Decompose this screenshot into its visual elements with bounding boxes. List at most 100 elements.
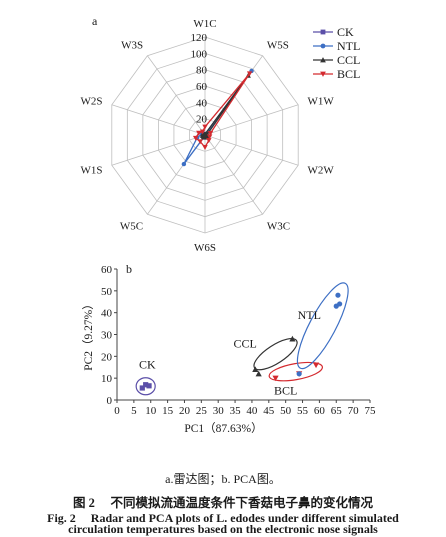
legend-marker-ck bbox=[320, 29, 326, 35]
radar-radial-tick: 20 bbox=[196, 114, 208, 126]
legend-marker-ccl bbox=[320, 57, 326, 63]
pca-label-ccl: CCL bbox=[234, 337, 257, 351]
y-tick-label: 60 bbox=[101, 264, 113, 276]
x-tick-label: 50 bbox=[280, 405, 292, 417]
radar-spoke bbox=[204, 134, 263, 215]
radar-spoke bbox=[204, 104, 299, 136]
caption-english-line2: circulation temperatures based on the el… bbox=[68, 522, 378, 536]
cluster-ellipse-ntl bbox=[296, 282, 349, 370]
pca-series-ccl bbox=[252, 335, 296, 377]
x-tick-label: 10 bbox=[145, 405, 157, 417]
legend-marker-bcl bbox=[320, 71, 326, 77]
x-tick-label: 35 bbox=[230, 405, 242, 417]
x-tick-label: 40 bbox=[246, 405, 258, 417]
x-tick-label: 30 bbox=[213, 405, 225, 417]
pca-series-bcl bbox=[272, 362, 320, 382]
pca-point-ntl bbox=[337, 301, 343, 307]
radar-point-bcl bbox=[199, 129, 206, 135]
radar-point-bcl bbox=[197, 139, 203, 145]
radar-point-ntl bbox=[181, 161, 187, 167]
x-tick-label: 15 bbox=[162, 405, 174, 417]
pca-axes: 0 5 10 15 20 25 30 35 40 45 50 55 60 65 70 750102030405… bbox=[82, 264, 376, 435]
legend-label-ck: CK bbox=[337, 25, 354, 39]
x-tick-label: 55 bbox=[297, 405, 309, 417]
pca-point-ccl bbox=[252, 366, 259, 373]
caption-chinese: 图 2 不同模拟流通温度条件下香菇电子鼻的变化情况 bbox=[72, 496, 373, 510]
pca-series-ck bbox=[139, 382, 152, 391]
radar-spoke bbox=[111, 134, 206, 166]
pca-point-ck bbox=[146, 383, 152, 389]
radar-axis-label: W2S bbox=[80, 95, 102, 107]
radar-axis-label: W3S bbox=[121, 39, 143, 51]
pca-cluster-labels: CK CCL BCL NTL bbox=[139, 308, 321, 397]
x-tick-label: 75 bbox=[365, 405, 377, 417]
radar-point-bcl bbox=[206, 138, 212, 143]
pca-point-ck bbox=[139, 385, 145, 391]
radar-radial-tick: 100 bbox=[191, 48, 208, 60]
radar-point-bcl bbox=[196, 130, 202, 136]
pca-point-ntl bbox=[296, 371, 302, 377]
radar-axis-label: W2W bbox=[308, 165, 335, 177]
x-tick-label: 60 bbox=[314, 405, 326, 417]
radar-axis-label: W6S bbox=[194, 242, 216, 254]
legend-marker-ntl bbox=[320, 43, 326, 49]
pca-point-ck bbox=[143, 382, 149, 388]
radar-point-bcl bbox=[202, 145, 208, 150]
radar-point-bcl bbox=[207, 131, 214, 136]
radar-axis-label: W5C bbox=[120, 221, 143, 233]
pca-point-ccl bbox=[289, 335, 296, 342]
x-tick-label: 0 bbox=[114, 405, 120, 417]
radar-radial-tick: 40 bbox=[196, 97, 208, 109]
cluster-ellipse-ck bbox=[135, 377, 156, 396]
radar-point-bcl bbox=[192, 135, 199, 141]
pca-point-ccl bbox=[255, 370, 262, 377]
y-tick-label: 10 bbox=[101, 373, 113, 385]
y-tick-label: 20 bbox=[101, 351, 113, 363]
radar-series-ccl bbox=[199, 72, 251, 140]
legend-label-ccl: CCL bbox=[337, 53, 360, 67]
cluster-ellipse-bcl bbox=[268, 361, 324, 382]
pca-point-ntl bbox=[335, 292, 341, 298]
radar-series-bcl bbox=[192, 71, 253, 150]
radar-axis-labels: W1C W5S W1W W2W W3C W6S W5C W1S W2S W3S bbox=[80, 18, 334, 254]
caption-subtitle: a.雷达图；b. PCA图。 bbox=[165, 472, 281, 486]
legend-label-bcl: BCL bbox=[337, 67, 360, 81]
radar-axis-label: W1W bbox=[308, 95, 335, 107]
y-axis-title: PC2（9.27%） bbox=[82, 298, 95, 371]
pca-label-ntl: NTL bbox=[298, 308, 321, 322]
x-tick-label: 65 bbox=[331, 405, 343, 417]
radar-series bbox=[181, 68, 254, 167]
pca-label-bcl: BCL bbox=[274, 384, 297, 398]
radar-axis-label: W3C bbox=[267, 221, 290, 233]
pca-panel-label: b bbox=[126, 262, 132, 276]
radar-spoke bbox=[204, 134, 299, 166]
radar-axis-label: W1C bbox=[193, 18, 216, 30]
pca-point-bcl bbox=[312, 362, 320, 369]
radar-radial-tick: 120 bbox=[191, 32, 208, 44]
x-tick-label: 45 bbox=[263, 405, 275, 417]
pca-point-bcl bbox=[272, 375, 279, 382]
radar-radial-tick: 60 bbox=[196, 81, 208, 93]
radar-point-ccl bbox=[201, 131, 208, 137]
y-tick-label: 0 bbox=[107, 395, 113, 407]
radar-point-bcl bbox=[246, 71, 253, 77]
radar-radial-tick: 80 bbox=[196, 65, 208, 77]
x-tick-label: 25 bbox=[196, 405, 208, 417]
radar-point-bcl bbox=[202, 124, 208, 130]
radar-grid bbox=[111, 36, 299, 234]
radar-point-bcl bbox=[206, 134, 213, 140]
y-tick-label: 50 bbox=[101, 286, 113, 298]
radar-panel-label: a bbox=[92, 14, 98, 28]
x-tick-label: 5 bbox=[131, 405, 137, 417]
radar-axis-label: W5S bbox=[267, 39, 289, 51]
caption-english-line1: Fig. 2 Radar and PCA plots of L. edodes … bbox=[47, 511, 399, 525]
legend-label-ntl: NTL bbox=[337, 39, 360, 53]
radar-spoke bbox=[111, 104, 206, 136]
x-tick-label: 20 bbox=[179, 405, 191, 417]
pca-scatter-chart: b 0 5 10 15 20 25 30 35 40 45 50 55 60 65 70 7501020304… bbox=[82, 262, 376, 435]
pca-points bbox=[139, 292, 343, 391]
y-tick-label: 40 bbox=[101, 308, 113, 320]
y-tick-label: 30 bbox=[101, 330, 113, 342]
